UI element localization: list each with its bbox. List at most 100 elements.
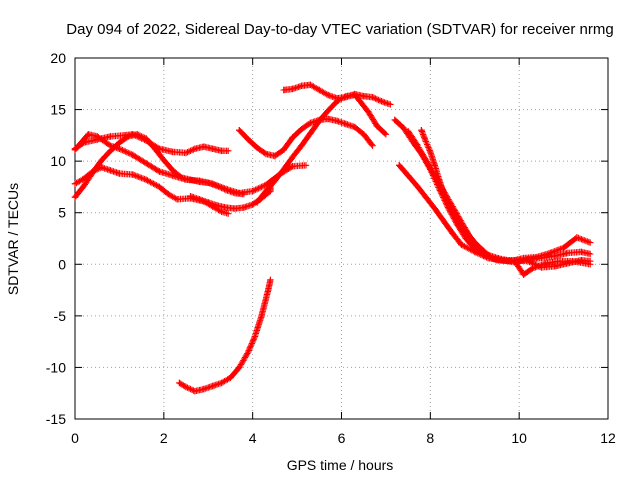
- data-point: [542, 260, 549, 267]
- data-point: [125, 133, 132, 140]
- data-point: [280, 146, 287, 153]
- data-point: [262, 150, 270, 158]
- data-point: [449, 230, 456, 237]
- data-point: [316, 86, 323, 94]
- data-point: [98, 164, 105, 171]
- data-point: [378, 98, 385, 105]
- data-point: [271, 152, 279, 160]
- series-track-4: [71, 164, 232, 217]
- data-point: [289, 153, 296, 161]
- data-point: [129, 151, 136, 159]
- series-track-6: [236, 115, 376, 160]
- data-point: [116, 139, 123, 146]
- data-point: [196, 196, 203, 203]
- data-point: [280, 166, 287, 173]
- data-point: [129, 171, 136, 178]
- x-tick-label: 6: [338, 430, 346, 446]
- data-point: [418, 127, 425, 134]
- data-point: [511, 257, 518, 264]
- data-point: [134, 131, 141, 138]
- data-point: [200, 143, 207, 150]
- x-tick-label: 2: [160, 430, 168, 446]
- data-point: [160, 156, 167, 164]
- data-point: [560, 244, 567, 251]
- data-point: [431, 205, 438, 212]
- data-point: [453, 215, 461, 223]
- data-point: [107, 133, 114, 140]
- data-point: [382, 131, 390, 138]
- data-point: [156, 183, 163, 191]
- data-point: [364, 108, 372, 115]
- data-point: [360, 131, 367, 138]
- y-tick-label: 15: [50, 102, 66, 118]
- data-point: [231, 189, 239, 197]
- data-point: [245, 136, 252, 143]
- data-point: [325, 115, 332, 123]
- data-point: [265, 286, 272, 294]
- data-point: [547, 249, 554, 257]
- data-point: [225, 147, 232, 154]
- data-point: [71, 180, 79, 187]
- data-point: [325, 107, 332, 114]
- data-point: [587, 239, 594, 246]
- data-marker-trail: [251, 314, 265, 340]
- data-point: [200, 385, 207, 393]
- data-point: [176, 379, 183, 387]
- data-point: [404, 128, 412, 135]
- data-point: [400, 124, 407, 132]
- data-point: [165, 190, 172, 198]
- x-tick-label: 8: [426, 430, 434, 446]
- data-point: [436, 176, 443, 183]
- y-tick-label: 20: [50, 50, 66, 66]
- data-point: [262, 187, 270, 195]
- data-point: [169, 148, 176, 156]
- data-point: [80, 175, 88, 182]
- data-point: [187, 176, 194, 183]
- y-axis-label: SDTVAR / TECUs: [5, 183, 21, 295]
- data-point: [182, 383, 190, 391]
- data-point: [267, 276, 274, 283]
- x-tick-label: 0: [71, 430, 79, 446]
- y-tick-label: 0: [58, 256, 66, 272]
- data-point: [422, 194, 430, 201]
- data-point: [391, 116, 398, 124]
- data-point: [253, 144, 261, 151]
- data-point: [444, 201, 452, 208]
- series-track-7: [253, 91, 390, 206]
- data-point: [471, 239, 478, 246]
- data-point: [289, 163, 296, 170]
- data-point: [498, 257, 505, 264]
- series-track-9: [176, 276, 274, 395]
- data-point: [182, 149, 190, 157]
- data-point: [196, 178, 203, 185]
- data-point: [156, 168, 163, 175]
- data-point: [333, 95, 341, 102]
- data-point: [551, 263, 558, 270]
- data-point: [307, 130, 314, 137]
- data-point: [98, 156, 105, 164]
- data-point: [205, 179, 212, 186]
- chart-title: Day 094 of 2022, Sidereal Day-to-day VTE…: [66, 21, 613, 38]
- data-point: [551, 252, 558, 260]
- series-track-8: [280, 81, 394, 108]
- data-point: [578, 257, 585, 264]
- data-point: [142, 176, 150, 183]
- data-point: [431, 162, 438, 169]
- data-point: [298, 82, 305, 89]
- data-point: [573, 234, 581, 241]
- y-tick-label: 5: [58, 205, 66, 221]
- data-point: [440, 189, 447, 197]
- data-point: [471, 248, 478, 256]
- data-point: [222, 204, 230, 211]
- data-point: [71, 146, 79, 153]
- data-marker-trail: [258, 288, 271, 320]
- data-point: [587, 258, 594, 265]
- data-point: [387, 101, 394, 108]
- data-point: [564, 249, 572, 257]
- data-point: [325, 91, 332, 99]
- data-point: [271, 177, 279, 184]
- data-point: [351, 123, 358, 131]
- data-point: [422, 138, 430, 145]
- data-point: [227, 374, 234, 381]
- data-point: [587, 250, 594, 258]
